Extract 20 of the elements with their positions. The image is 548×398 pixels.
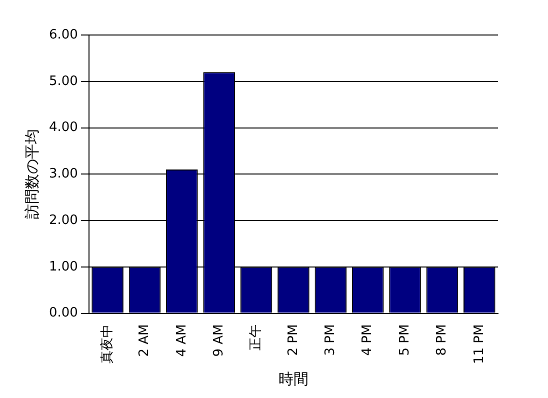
- x-tick-label: 2 PM: [286, 324, 301, 356]
- x-tick-label: 11 PM: [472, 324, 487, 364]
- x-tick-label: 真夜中: [98, 324, 115, 364]
- x-tick-label: 4 PM: [360, 324, 376, 356]
- y-tick-label: 4.00: [48, 120, 78, 136]
- x-tick-label: 正午: [248, 324, 264, 350]
- y-tick-label: 3.00: [48, 166, 78, 182]
- y-tick-label: 2.00: [48, 212, 78, 228]
- x-tick-label: 4 AM: [174, 324, 190, 357]
- x-tick-label: 8 PM: [434, 324, 450, 356]
- x-tick-label: 2 AM: [137, 324, 152, 357]
- y-tick-label: 6.00: [48, 27, 78, 42]
- x-tick-label: 3 PM: [323, 324, 338, 356]
- x-tick-label: 9 AM: [211, 324, 226, 357]
- x-axis-title: 時間: [278, 370, 308, 388]
- y-tick-label: 5.00: [48, 74, 78, 89]
- x-tick-label: 5 PM: [397, 324, 412, 356]
- y-tick-label: 1.00: [48, 259, 78, 274]
- y-tick-label: 0.00: [48, 306, 78, 321]
- y-axis-title: 訪問数の平均: [22, 129, 41, 220]
